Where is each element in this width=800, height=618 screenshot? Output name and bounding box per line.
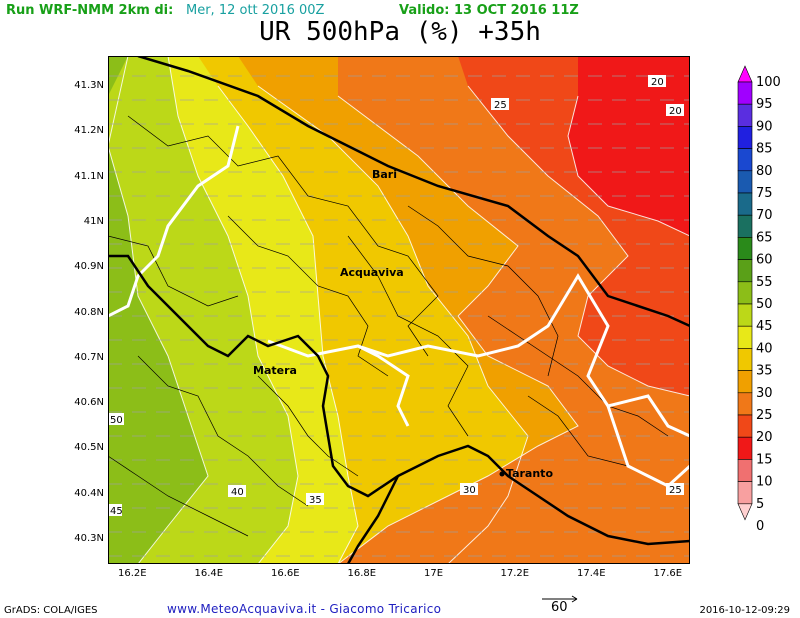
colorbar-level-label: 45: [756, 319, 773, 334]
colorbar-swatch: [737, 192, 753, 216]
city-label: Acquaviva: [340, 266, 404, 279]
colorbar-level-label: 30: [756, 386, 773, 401]
colorbar-legend: 1009590858075706560555045403530252015105…: [737, 65, 781, 534]
lat-tick-label: 41.1N: [74, 170, 104, 182]
lon-tick-label: 16.6E: [271, 568, 300, 579]
lat-tick-label: 40.8N: [74, 306, 104, 318]
lon-tick-label: 17.4E: [577, 568, 606, 579]
colorbar-swatch: [737, 237, 753, 260]
lon-tick-label: 16.2E: [118, 568, 147, 579]
contour-label: 35: [306, 493, 324, 506]
colorbar-level-label: 0: [756, 519, 764, 534]
colorbar-level-label: 60: [756, 253, 773, 268]
svg-text:25: 25: [669, 485, 682, 496]
run-init-time: Mer, 12 ott 2016 00Z: [186, 3, 325, 18]
colorbar-swatch: [737, 281, 753, 305]
city-label: Bari: [372, 168, 397, 181]
svg-text:45: 45: [110, 506, 123, 517]
contour-label: 45: [108, 504, 123, 517]
humidity-map: 20 20 25 25 30 35 40 45 50 Bari Acquaviv…: [108, 56, 690, 564]
lat-tick-label: 40.6N: [74, 397, 104, 409]
website-credit: www.MeteoAcquaviva.it - Giacomo Tricaric…: [167, 602, 442, 616]
colorbar-level-label: 70: [756, 208, 773, 223]
map-title: UR 500hPa (%) +35h: [259, 17, 541, 47]
lat-tick-label: 41N: [83, 215, 104, 227]
colorbar-swatch: [737, 459, 753, 482]
lon-tick-label: 17.6E: [653, 568, 683, 579]
vector-scale-label: 60: [551, 600, 568, 615]
lat-tick-label: 40.5N: [74, 442, 104, 454]
colorbar-level-label: 85: [756, 142, 773, 157]
colorbar-level-label: 55: [756, 275, 773, 290]
lat-tick-label: 40.3N: [74, 533, 104, 544]
contour-label: 50: [108, 413, 124, 426]
colorbar-cap-bottom: [737, 503, 753, 521]
colorbar-swatch: [737, 481, 753, 505]
contour-label: 30: [460, 483, 478, 496]
lat-tick-label: 40.9N: [74, 261, 104, 273]
svg-text:35: 35: [309, 495, 322, 506]
colorbar-level-label: 25: [756, 408, 773, 423]
colorbar-level-label: 40: [756, 341, 773, 356]
colorbar-level-label: 35: [756, 364, 773, 379]
colorbar-level-label: 15: [756, 452, 773, 467]
colorbar-cap-top: [737, 65, 753, 83]
contour-label: 25: [491, 98, 509, 111]
lon-tick-label: 16.4E: [194, 568, 224, 579]
colorbar-swatch: [737, 325, 753, 349]
colorbar-swatch: [737, 214, 753, 238]
lat-tick-label: 40.7N: [74, 351, 104, 363]
lon-tick-label: 17.2E: [500, 568, 530, 579]
svg-text:30: 30: [463, 485, 476, 496]
colorbar-swatch: [737, 436, 753, 460]
colorbar-level-label: 95: [756, 97, 773, 112]
colorbar-level-label: 5: [756, 497, 764, 512]
colorbar-swatch: [737, 126, 753, 149]
lat-tick-label: 40.4N: [74, 487, 104, 499]
lat-tick-label: 41.2N: [74, 125, 104, 137]
colorbar-swatch: [737, 148, 753, 172]
contour-label: 20: [666, 104, 684, 117]
lon-tick-label: 16.8E: [347, 568, 377, 579]
colorbar-swatch: [737, 348, 753, 371]
contour-label: 40: [228, 485, 246, 498]
city-marker: [499, 471, 505, 477]
colorbar-swatch: [737, 170, 753, 194]
city-label: Matera: [253, 364, 297, 377]
colorbar-level-label: 90: [756, 119, 773, 134]
contour-label: 20: [648, 75, 666, 88]
svg-text:20: 20: [669, 106, 682, 117]
city-label: Taranto: [506, 467, 553, 480]
valid-time: Valido: 13 OCT 2016 11Z: [399, 3, 579, 18]
svg-text:40: 40: [231, 487, 244, 498]
colorbar-swatch: [737, 370, 753, 394]
colorbar-level-label: 20: [756, 430, 773, 445]
band-15: [568, 56, 690, 236]
svg-text:25: 25: [494, 100, 507, 111]
colorbar-swatch: [737, 414, 753, 438]
colorbar-level-label: 75: [756, 186, 773, 201]
vector-scale-arrow: [542, 595, 578, 603]
colorbar-level-label: 50: [756, 297, 773, 312]
svg-text:50: 50: [110, 415, 123, 426]
software-credit: GrADS: COLA/IGES: [4, 605, 98, 616]
run-label: Run WRF-NMM 2km di:: [6, 3, 174, 18]
lon-tick-label: 17E: [424, 568, 444, 579]
timestamp: 2016-10-12-09:29: [699, 605, 790, 616]
colorbar-level-label: 10: [756, 475, 773, 490]
colorbar-swatch: [737, 392, 753, 416]
colorbar-level-label: 65: [756, 230, 773, 245]
colorbar-swatch: [737, 259, 753, 283]
colorbar-swatch: [737, 103, 753, 127]
svg-text:20: 20: [651, 77, 664, 88]
lat-tick-label: 41.3N: [74, 80, 104, 91]
colorbar-level-label: 80: [756, 164, 773, 179]
colorbar-level-label: 100: [756, 75, 781, 90]
contour-label: 25: [666, 483, 684, 496]
colorbar-swatch: [737, 81, 753, 105]
colorbar-swatch: [737, 303, 753, 327]
